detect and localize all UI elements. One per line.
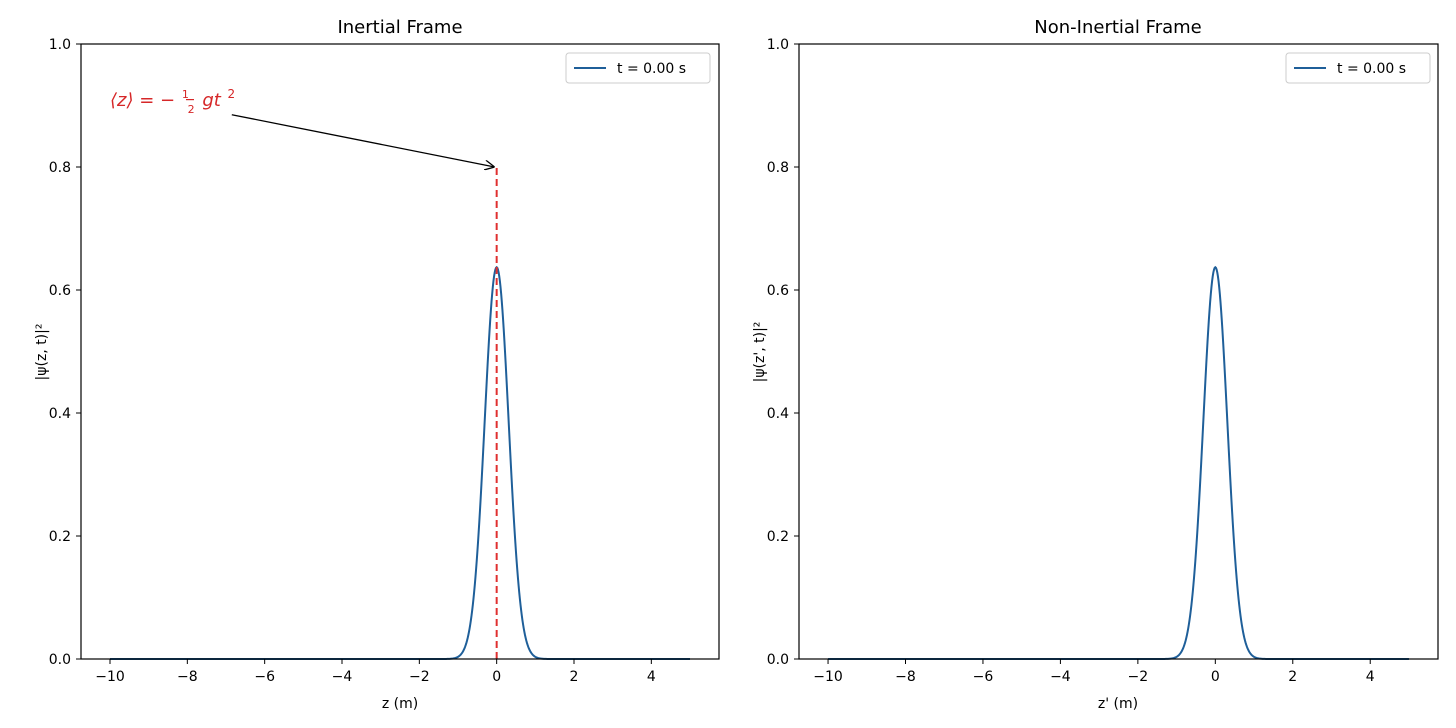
axes-frame: [80, 43, 720, 660]
x-tick-label: −4: [1050, 669, 1071, 685]
y-tick-label: 0.6: [767, 283, 789, 299]
x-axis-label: z (m): [382, 696, 418, 712]
non-inertial-frame-chart: Non-Inertial Frame −10 −8 −6 −4 −2 0 2 4 0.0 0.2…: [752, 17, 1439, 712]
axes-frame: [798, 43, 1439, 660]
plot-area: [828, 265, 1409, 660]
legend-box: [565, 52, 711, 84]
legend-entry: t = 0.00 s: [617, 61, 686, 77]
wavefunction-density-line: [110, 265, 690, 660]
annotation-tail: gt: [202, 90, 221, 111]
x-tick-label: −6: [973, 669, 994, 685]
legend-box: [1285, 52, 1431, 84]
inertial-frame-chart: Inertial Frame −10 −8 −6 −4 −2 0 2 4 0.00.20.40…: [34, 17, 720, 712]
x-tick-label: 2: [1288, 669, 1297, 685]
y-tick-label: 0.6: [49, 283, 71, 299]
x-tick-label: 4: [647, 669, 656, 685]
y-axis-ticks: 0.0 0.2 0.4 0.6 0.8 1.0: [767, 37, 799, 668]
x-tick-label: −2: [1128, 669, 1149, 685]
chart-title: Non-Inertial Frame: [1034, 17, 1201, 38]
annotation-exponent: 2: [228, 87, 236, 101]
y-tick-label: 0.0: [49, 652, 71, 668]
y-axis-ticks: 0.0 0.2 0.4 0.6 0.8 1.0: [49, 37, 81, 668]
x-tick-label: −10: [95, 669, 125, 685]
x-tick-label: −6: [254, 669, 275, 685]
chart-title: Inertial Frame: [337, 17, 462, 38]
x-tick-label: −2: [409, 669, 430, 685]
x-tick-label: −10: [813, 669, 843, 685]
mean-position-annotation: ⟨z⟩ = − 1 2 gt 2: [110, 82, 495, 167]
y-tick-label: 0.4: [49, 406, 71, 422]
annotation-arrow: [231, 114, 495, 167]
y-axis-label: |ψ(z, t)|²: [34, 324, 50, 381]
y-tick-label: 0.8: [767, 160, 789, 176]
y-tick-label: 0.0: [767, 652, 789, 668]
x-axis-ticks: −10 −8 −6 −4 −2 0 2 4: [813, 659, 1375, 685]
y-tick-label: 1.0: [767, 37, 789, 53]
annotation-fraction-bar: [186, 99, 194, 101]
x-tick-label: −8: [895, 669, 916, 685]
y-tick-label: 0.8: [49, 160, 71, 176]
y-tick-label: 0.2: [49, 529, 71, 545]
x-tick-label: 0: [492, 669, 501, 685]
y-tick-label: 0.2: [767, 529, 789, 545]
plot-area: [110, 167, 690, 660]
x-tick-label: 0: [1211, 669, 1220, 685]
annotation-text: ⟨z⟩ = − 1 2 gt 2: [110, 82, 235, 118]
legend: t = 0.00 s: [565, 52, 711, 84]
x-tick-label: −4: [332, 669, 353, 685]
annotation-frac-num: 1: [182, 88, 189, 101]
legend: t = 0.00 s: [1285, 52, 1431, 84]
annotation-frac-den: 2: [188, 103, 195, 116]
y-tick-label: 1.0: [49, 37, 71, 53]
wavefunction-density-line: [828, 265, 1409, 660]
y-axis-label: |ψ(z', t)|²: [752, 322, 768, 383]
annotation-main: ⟨z⟩ = −: [110, 90, 175, 111]
x-tick-label: −8: [177, 669, 198, 685]
x-axis-label: z' (m): [1098, 696, 1138, 712]
x-axis-ticks: −10 −8 −6 −4 −2 0 2 4: [95, 659, 656, 685]
legend-entry: t = 0.00 s: [1337, 61, 1406, 77]
x-tick-label: 4: [1366, 669, 1375, 685]
x-tick-label: 2: [570, 669, 579, 685]
y-tick-label: 0.4: [767, 406, 789, 422]
